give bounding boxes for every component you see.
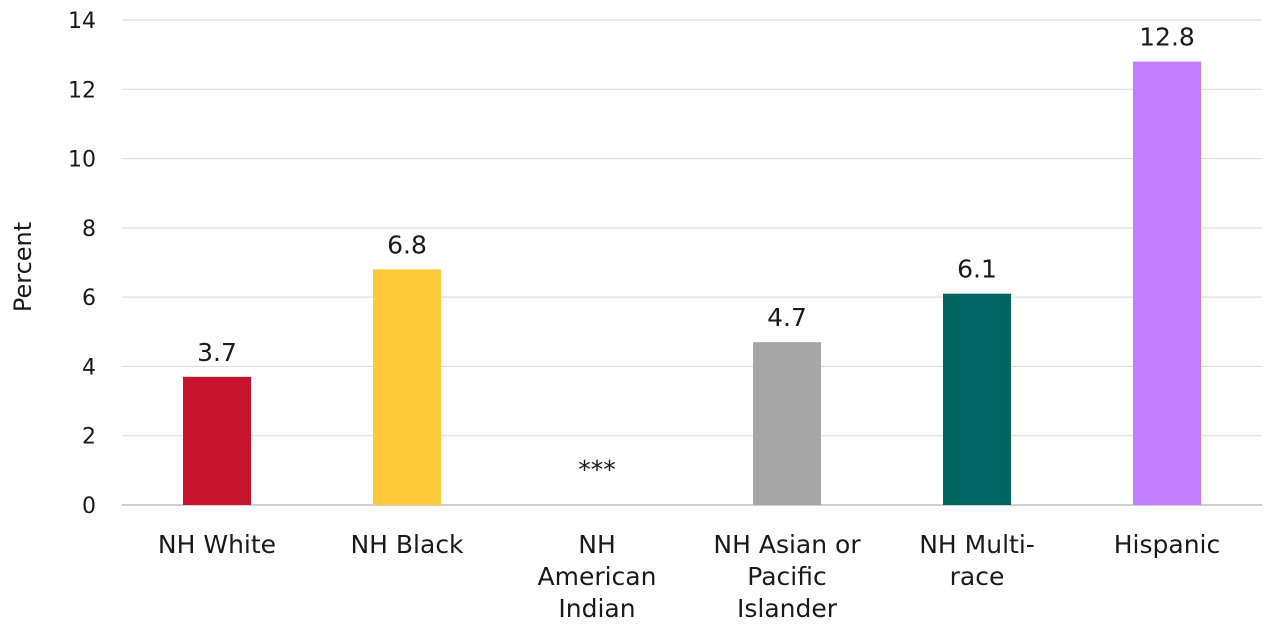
x-category-label: NH Black xyxy=(350,530,464,559)
data-label: 6.8 xyxy=(387,230,427,259)
bar xyxy=(943,293,1011,505)
y-tick-label: 0 xyxy=(82,494,96,519)
data-label: 6.1 xyxy=(957,255,997,284)
x-category-label: Hispanic xyxy=(1114,530,1221,559)
x-category-label: NH Multi-race xyxy=(919,530,1035,591)
y-tick-label: 2 xyxy=(82,425,96,450)
y-axis-ticks: 0 2 4 6 8 10 12 14 xyxy=(68,9,96,519)
y-tick-label: 14 xyxy=(68,9,96,34)
gridlines xyxy=(122,19,1262,506)
bar xyxy=(753,342,821,505)
x-category-label: NH White xyxy=(158,530,276,559)
data-label: 12.8 xyxy=(1139,23,1195,52)
x-category-label: NH Asian or Pacific Islander xyxy=(713,530,861,623)
y-tick-label: 4 xyxy=(82,355,96,380)
data-labels: 3.7 6.8 *** 4.7 6.1 12.8 xyxy=(197,23,1195,484)
bar xyxy=(183,376,251,505)
y-tick-label: 6 xyxy=(82,286,96,311)
y-tick-label: 12 xyxy=(68,78,96,103)
y-tick-label: 8 xyxy=(82,217,96,242)
x-category-label: NH American Indian xyxy=(538,530,657,623)
bar xyxy=(1133,61,1201,505)
data-label: 4.7 xyxy=(767,303,807,332)
y-axis-label: Percent xyxy=(9,222,37,312)
data-label: *** xyxy=(578,455,616,484)
data-label: 3.7 xyxy=(197,338,237,367)
bar xyxy=(373,269,441,505)
x-axis-categories: NH White NH Black NH American Indian NH Asian… xyxy=(158,530,1220,623)
y-tick-label: 10 xyxy=(68,148,96,173)
bars xyxy=(183,61,1201,505)
